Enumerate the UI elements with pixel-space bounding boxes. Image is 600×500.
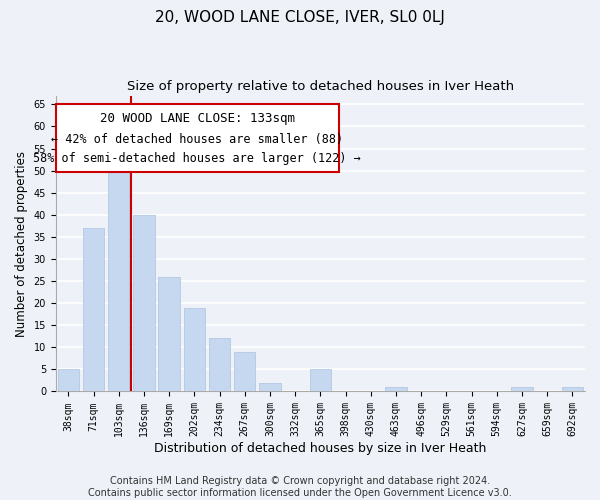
Text: 58% of semi-detached houses are larger (122) →: 58% of semi-detached houses are larger (… — [34, 152, 361, 165]
Bar — [108, 162, 130, 392]
Text: 20 WOOD LANE CLOSE: 133sqm: 20 WOOD LANE CLOSE: 133sqm — [100, 112, 295, 125]
FancyBboxPatch shape — [56, 104, 339, 172]
Bar — [234, 352, 256, 392]
Bar — [259, 382, 281, 392]
Y-axis label: Number of detached properties: Number of detached properties — [15, 150, 28, 336]
Text: ← 42% of detached houses are smaller (88): ← 42% of detached houses are smaller (88… — [51, 132, 343, 145]
Text: Contains HM Land Registry data © Crown copyright and database right 2024.
Contai: Contains HM Land Registry data © Crown c… — [88, 476, 512, 498]
Bar — [83, 228, 104, 392]
Bar — [158, 276, 180, 392]
Bar — [310, 370, 331, 392]
Text: 20, WOOD LANE CLOSE, IVER, SL0 0LJ: 20, WOOD LANE CLOSE, IVER, SL0 0LJ — [155, 10, 445, 25]
Bar — [58, 370, 79, 392]
Bar — [562, 387, 583, 392]
X-axis label: Distribution of detached houses by size in Iver Heath: Distribution of detached houses by size … — [154, 442, 487, 455]
Bar — [209, 338, 230, 392]
Bar — [511, 387, 533, 392]
Title: Size of property relative to detached houses in Iver Heath: Size of property relative to detached ho… — [127, 80, 514, 93]
Bar — [184, 308, 205, 392]
Bar — [133, 215, 155, 392]
Bar — [385, 387, 407, 392]
